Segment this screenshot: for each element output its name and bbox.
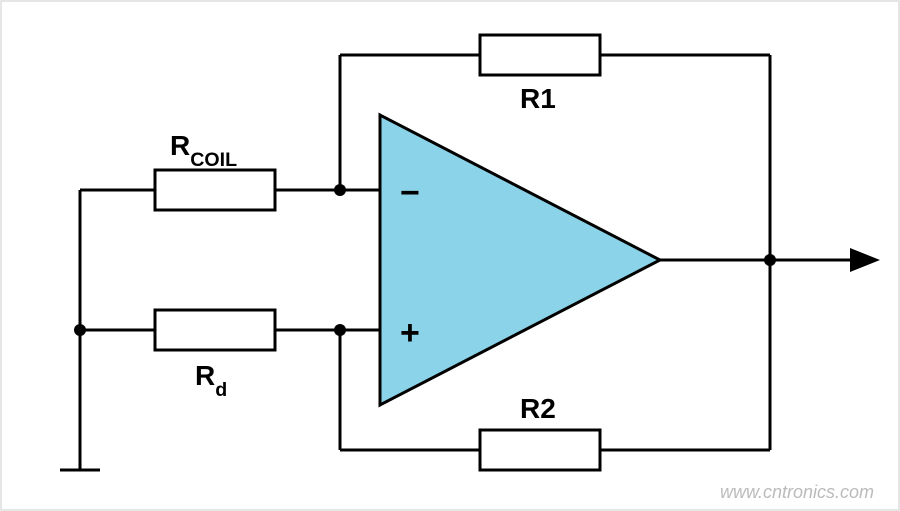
label-rd-main: R <box>195 360 215 391</box>
label-r2: R2 <box>520 393 556 424</box>
label-rd: Rd <box>195 360 227 401</box>
watermark-text: www.cntronics.com <box>720 482 874 502</box>
opamp-plus-sign: + <box>400 314 420 352</box>
label-rd-sub: d <box>215 379 227 401</box>
opamp-minus-sign: − <box>400 174 420 212</box>
resistor-r2 <box>480 430 600 470</box>
circuit-diagram: RCOIL Rd R1 R2 − + www.cntronics.com <box>0 0 900 511</box>
node-minus <box>334 184 346 196</box>
node-ground-junction <box>74 324 86 336</box>
resistor-rd <box>155 310 275 350</box>
output-arrow <box>850 248 880 272</box>
label-rcoil-sub: COIL <box>190 149 237 171</box>
opamp-body <box>380 115 660 405</box>
label-r1: R1 <box>520 83 556 114</box>
resistor-rcoil <box>155 170 275 210</box>
resistor-r1 <box>480 35 600 75</box>
node-plus <box>334 324 346 336</box>
label-rcoil-main: R <box>170 130 190 161</box>
node-output <box>764 254 776 266</box>
label-rcoil: RCOIL <box>170 130 237 171</box>
